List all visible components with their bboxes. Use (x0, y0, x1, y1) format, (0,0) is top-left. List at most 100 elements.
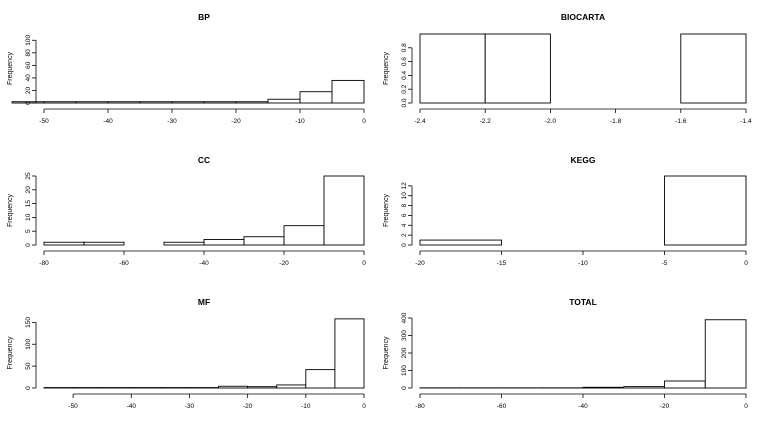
histogram-panel: TOTAL -80 -60 -40 -20 0 0 100 200 300 400 Frequency (383, 297, 748, 410)
x-tick-label: -20 (231, 118, 241, 125)
y-tick-label: 0 (25, 243, 32, 247)
histogram-bar (276, 384, 307, 389)
y-tick-label: 300 (401, 330, 408, 341)
y-tick-label: 20 (25, 86, 32, 94)
y-tick-label: 80 (25, 49, 32, 57)
histogram-panel: CC -80 -60 -40 -20 0 0 5 10 15 20 25 Frequency (7, 155, 366, 267)
histogram-bar (680, 33, 747, 104)
y-tick-label: 0 (401, 243, 408, 247)
histogram-bar (299, 91, 333, 104)
y-tick-label: 0.8 (401, 43, 408, 52)
y-tick-label: 2 (401, 233, 408, 237)
x-tick-label: 0 (744, 403, 748, 410)
x-tick-label: -20 (415, 260, 425, 267)
panel-title: BP (198, 12, 210, 22)
histogram-bar (163, 241, 205, 246)
y-tick-label: 40 (25, 74, 32, 82)
histogram-bar (484, 33, 551, 104)
y-tick-label: 15 (25, 200, 32, 208)
y-tick-label: 0.2 (401, 84, 408, 93)
x-tick-label: -50 (68, 403, 78, 410)
x-tick-label: -10 (578, 260, 588, 267)
y-tick-label: 200 (401, 347, 408, 358)
histogram-bar (331, 79, 365, 104)
histogram-bar (203, 101, 237, 104)
panel-title: BIOCARTA (561, 12, 605, 22)
y-tick-label: 0.6 (401, 57, 408, 66)
y-tick-label: 0.0 (401, 98, 408, 107)
x-tick-label: -40 (199, 260, 209, 267)
histogram-bar (83, 241, 125, 246)
histogram-bar (171, 101, 205, 104)
panel-title: MF (198, 297, 210, 307)
y-tick-label: 4 (401, 223, 408, 227)
x-tick-label: -10 (301, 403, 311, 410)
histogram-bar (235, 101, 269, 104)
histogram-bar (203, 239, 245, 246)
y-axis-label: Frequency (383, 193, 390, 227)
x-tick-label: -40 (578, 403, 588, 410)
y-tick-label: 150 (25, 317, 32, 328)
histogram-bar (334, 318, 365, 389)
histogram-bar (623, 386, 665, 389)
histogram-bar (305, 369, 336, 389)
y-tick-label: 100 (25, 338, 32, 349)
x-tick-label: -10 (295, 118, 305, 125)
histogram-bar (243, 236, 285, 246)
y-tick-label: 0.4 (401, 71, 408, 80)
y-tick-label: 5 (25, 229, 32, 233)
histogram-bar (323, 175, 365, 246)
y-tick-label: 60 (25, 61, 32, 69)
histogram-bar (704, 319, 747, 389)
histogram-bar (419, 33, 486, 104)
histogram-bar (267, 98, 301, 104)
x-tick-label: 0 (744, 260, 748, 267)
histogram-panel: KEGG -20 -15 -10 -5 0 0 2 4 6 8 10 12 Frequency (383, 155, 748, 267)
histogram-bar (283, 225, 325, 246)
x-tick-label: -30 (167, 118, 177, 125)
x-tick-label: 0 (362, 118, 366, 125)
x-tick-label: -2.4 (414, 118, 426, 125)
y-tick-label: 0 (25, 101, 32, 105)
x-tick-label: -80 (39, 260, 49, 267)
histogram-bar (107, 101, 141, 104)
y-tick-label: 10 (401, 192, 408, 200)
y-axis-label: Frequency (7, 336, 14, 370)
y-tick-label: 100 (401, 365, 408, 376)
y-tick-label: 0 (25, 386, 32, 390)
x-tick-label: -1.6 (675, 118, 687, 125)
histogram-bar (247, 386, 278, 389)
y-tick-label: 12 (401, 182, 408, 190)
y-tick-label: 50 (25, 362, 32, 370)
histogram-panel: MF -50 -40 -30 -20 -10 0 0 50 100 150 Frequency (7, 297, 366, 410)
histogram-bar (43, 241, 85, 246)
y-tick-label: 25 (25, 172, 32, 180)
y-axis-label: Frequency (383, 51, 390, 85)
x-tick-label: 0 (362, 260, 366, 267)
histogram-bar (419, 239, 502, 246)
x-tick-label: -20 (243, 403, 253, 410)
x-tick-label: -2.0 (545, 118, 557, 125)
x-tick-label: -2.2 (480, 118, 492, 125)
histogram-panel: BIOCARTA -2.4 -2.2 -2.0 -1.8 -1.6 -1.4 0.0 0.2 0.… (383, 12, 752, 125)
y-tick-label: 10 (25, 213, 32, 221)
x-tick-label: -1.8 (610, 118, 622, 125)
y-axis-label: Frequency (7, 193, 14, 227)
x-tick-label: -1.4 (740, 118, 752, 125)
x-tick-label: -30 (185, 403, 195, 410)
histogram-panel: BP -50 -40 -30 -20 -10 0 0 20 40 60 80 100 Frequency (7, 12, 366, 125)
x-tick-label: -20 (279, 260, 289, 267)
panel-title: KEGG (570, 155, 595, 165)
x-tick-label: -5 (662, 260, 668, 267)
x-tick-label: -40 (127, 403, 137, 410)
histogram-bar (664, 380, 706, 389)
x-tick-label: -20 (660, 403, 670, 410)
x-tick-label: -80 (415, 403, 425, 410)
y-axis-label: Frequency (7, 51, 14, 85)
x-tick-label: -40 (103, 118, 113, 125)
y-tick-label: 400 (401, 312, 408, 323)
y-tick-label: 6 (401, 213, 408, 217)
y-tick-label: 100 (25, 34, 32, 45)
panel-title: CC (198, 155, 210, 165)
